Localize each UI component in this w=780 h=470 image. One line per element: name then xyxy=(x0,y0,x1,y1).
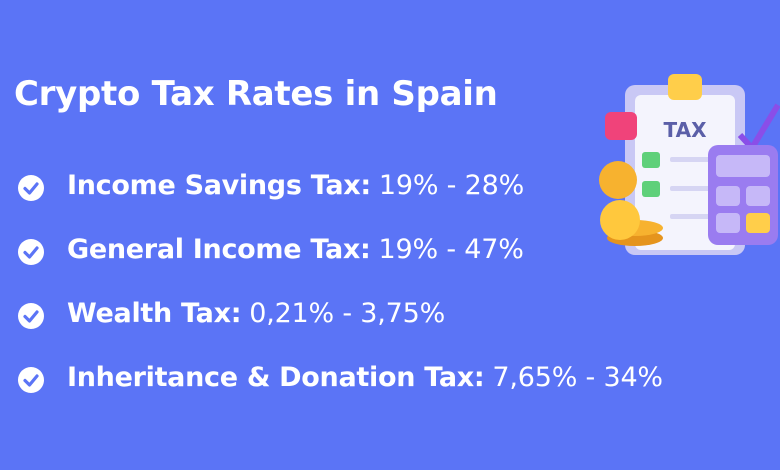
tax-item: Inheritance & Donation Tax: 7,65% - 34% xyxy=(16,362,663,426)
line xyxy=(670,186,720,191)
tax-item: Wealth Tax: 0,21% - 3,75% xyxy=(16,298,663,362)
tax-label: General Income Tax: xyxy=(67,234,371,265)
tax-label: Inheritance & Donation Tax: xyxy=(67,362,485,393)
clipboard-clip xyxy=(668,74,702,100)
tax-label: Wealth Tax: xyxy=(67,298,242,329)
calculator-key xyxy=(716,186,740,206)
check-icon xyxy=(18,175,44,201)
tax-illustration: TAX xyxy=(599,74,780,255)
calculator-key xyxy=(746,213,770,233)
tax-list: Income Savings Tax: 19% - 28% General Inco… xyxy=(16,170,663,426)
calculator-key xyxy=(746,186,770,206)
calculator-screen xyxy=(716,155,770,177)
calculator-key xyxy=(716,213,740,233)
check-icon xyxy=(18,303,44,329)
tax-rate: 19% - 28% xyxy=(378,170,525,201)
tax-label: Income Savings Tax: xyxy=(67,170,371,201)
coin xyxy=(600,200,640,240)
check-icon xyxy=(18,239,44,265)
tax-rate: 7,65% - 34% xyxy=(492,362,663,393)
checkmark xyxy=(737,103,780,153)
title: Crypto Tax Rates in Spain xyxy=(14,74,498,114)
tax-item: Income Savings Tax: 19% - 28% xyxy=(16,170,663,234)
coin xyxy=(599,161,637,199)
tax-rate: 19% - 47% xyxy=(378,234,524,265)
checkbox xyxy=(642,181,660,197)
line xyxy=(670,214,710,219)
clipboard-text: TAX xyxy=(664,118,708,142)
tax-rate: 0,21% - 3,75% xyxy=(249,298,446,329)
line xyxy=(670,157,720,162)
checkbox xyxy=(642,152,660,168)
tax-item: General Income Tax: 19% - 47% xyxy=(16,234,663,298)
chart-icon xyxy=(605,112,637,140)
check-icon xyxy=(18,367,44,393)
